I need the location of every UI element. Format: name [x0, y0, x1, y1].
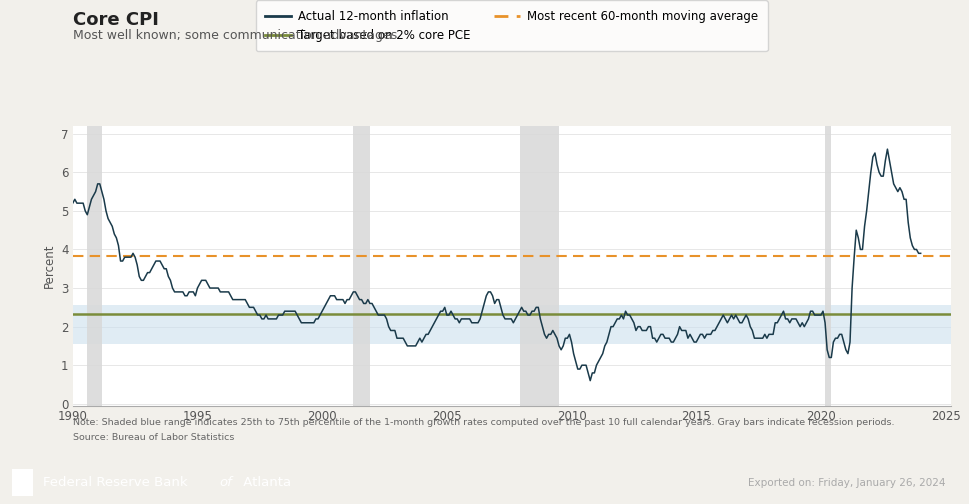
Legend: Actual 12-month inflation, Target based on 2% core PCE, Most recent 60-month mov: Actual 12-month inflation, Target based … [255, 1, 767, 51]
Text: Core CPI: Core CPI [73, 11, 159, 29]
Text: Most well known; some communication advantages: Most well known; some communication adva… [73, 29, 396, 42]
Bar [825, 126, 830, 406]
Text: Atlanta: Atlanta [238, 476, 291, 489]
Text: Note: Shaded blue range indicates 25th to 75th percentile of the 1-month growth : Note: Shaded blue range indicates 25th t… [73, 418, 893, 427]
Bar [353, 126, 369, 406]
Text: Federal Reserve Bank: Federal Reserve Bank [43, 476, 191, 489]
Bar [519, 126, 558, 406]
Bar [73, 305, 950, 344]
Text: of: of [219, 476, 232, 489]
Bar [12, 469, 33, 496]
Y-axis label: Percent: Percent [43, 243, 55, 288]
Text: Source: Bureau of Labor Statistics: Source: Bureau of Labor Statistics [73, 433, 234, 443]
Bar [87, 126, 102, 406]
Text: Exported on: Friday, January 26, 2024: Exported on: Friday, January 26, 2024 [747, 478, 945, 487]
